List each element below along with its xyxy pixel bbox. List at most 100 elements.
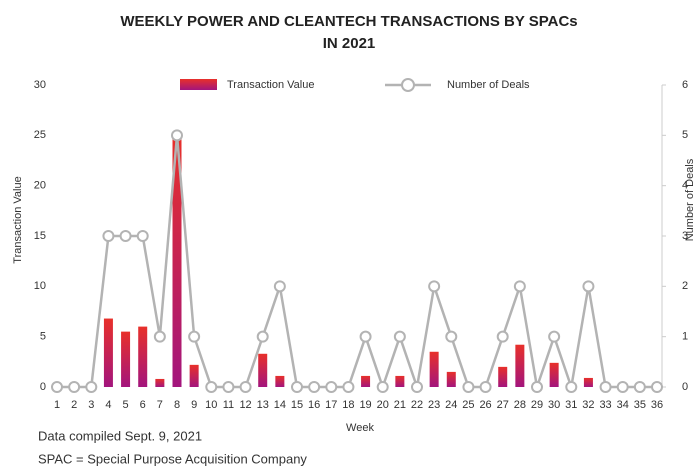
y2-tick-label: 2 [682, 280, 688, 292]
x-tick-label: 3 [88, 399, 94, 411]
note: Data compiled Sept. 9, 2021 [38, 428, 202, 443]
x-tick-label: 35 [634, 399, 646, 411]
y2-tick-label: 5 [682, 129, 688, 141]
x-tick-label: 36 [651, 399, 663, 411]
bar [172, 135, 182, 387]
bar [189, 364, 199, 387]
y2-tick-label: 6 [682, 79, 688, 91]
x-tick-label: 25 [462, 399, 474, 411]
marker [393, 330, 406, 343]
marker [239, 381, 252, 393]
marker [479, 381, 492, 393]
marker [256, 330, 269, 343]
bar [549, 362, 559, 387]
chart-title: WEEKLY POWER AND CLEANTECH TRANSACTIONS … [120, 13, 577, 30]
marker [68, 381, 81, 393]
legend-label: Transaction Value [227, 79, 314, 91]
marker [291, 381, 303, 393]
y2-tick-label: 4 [682, 180, 688, 192]
x-tick-label: 34 [617, 399, 629, 411]
marker [188, 330, 201, 343]
marker [342, 381, 355, 393]
marker [51, 381, 63, 393]
x-tick-label: 24 [445, 399, 457, 411]
marker [548, 330, 561, 343]
y2-tick-label: 3 [682, 230, 688, 242]
x-tick-label: 18 [342, 399, 354, 411]
marker [273, 280, 286, 293]
marker [428, 280, 441, 293]
x-tick-label: 4 [105, 399, 111, 411]
y-tick-label: 20 [34, 180, 46, 192]
x-tick-label: 23 [428, 399, 440, 411]
marker [85, 381, 98, 393]
bar [429, 351, 439, 387]
x-tick-label: 31 [565, 399, 577, 411]
legend-label: Number of Deals [447, 79, 530, 91]
bar [498, 366, 508, 387]
marker [119, 230, 132, 242]
bar [121, 331, 131, 387]
x-tick-label: 22 [411, 399, 423, 411]
marker [565, 381, 578, 393]
note: SPAC = Special Purpose Acquisition Compa… [38, 451, 307, 466]
y-tick-label: 30 [34, 79, 46, 91]
x-tick-label: 10 [205, 399, 217, 411]
x-tick-label: 16 [308, 399, 320, 411]
bar [275, 375, 285, 387]
x-tick-label: 30 [548, 399, 560, 411]
x-tick-label: 11 [223, 399, 234, 411]
x-tick-label: 7 [157, 399, 163, 411]
marker [513, 280, 526, 293]
marker [633, 381, 646, 393]
bar [155, 378, 165, 387]
x-tick-label: 28 [514, 399, 526, 411]
bar [515, 344, 525, 387]
chart-title: IN 2021 [323, 35, 376, 52]
bar [395, 375, 405, 387]
y2-axis-label: Number of Deals [684, 158, 696, 241]
marker [616, 381, 629, 393]
marker [308, 381, 321, 393]
y-tick-label: 5 [40, 331, 46, 343]
line [57, 135, 657, 391]
marker [325, 381, 338, 393]
x-tick-label: 19 [359, 399, 371, 411]
x-tick-label: 26 [479, 399, 491, 411]
legend-swatch [180, 79, 217, 90]
x-tick-label: 9 [191, 399, 197, 411]
bar [361, 375, 371, 387]
marker [462, 381, 475, 393]
bar [258, 353, 268, 387]
x-tick-label: 20 [377, 399, 389, 411]
x-tick-label: 17 [325, 399, 337, 411]
legend-swatch [401, 78, 415, 92]
marker [582, 280, 595, 293]
x-tick-label: 21 [394, 399, 406, 411]
marker [153, 330, 166, 343]
y-tick-label: 10 [34, 280, 46, 292]
bar [583, 377, 593, 387]
y-tick-label: 15 [34, 230, 46, 242]
y2-tick-label: 0 [682, 381, 688, 393]
bar [446, 371, 456, 387]
x-tick-label: 32 [582, 399, 594, 411]
marker [376, 381, 389, 393]
bar [138, 326, 148, 387]
marker [599, 381, 612, 393]
marker [171, 129, 183, 142]
y-axis-label: Transaction Value [12, 176, 24, 263]
marker [496, 330, 509, 343]
y-tick-label: 0 [40, 381, 46, 393]
y-tick-label: 25 [34, 129, 46, 141]
x-tick-label: 29 [531, 399, 543, 411]
x-axis-label: Week [346, 422, 374, 434]
marker [411, 381, 423, 393]
x-tick-label: 27 [497, 399, 509, 411]
x-tick-label: 8 [174, 399, 180, 411]
marker [136, 230, 149, 242]
x-tick-label: 33 [599, 399, 611, 411]
marker [222, 381, 235, 393]
marker [445, 330, 458, 343]
